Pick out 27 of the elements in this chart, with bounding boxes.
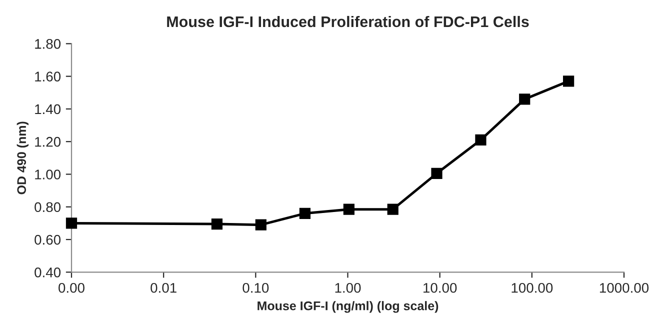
- y-tick-label: 1.40: [35, 104, 61, 114]
- point: [255, 219, 266, 230]
- point: [343, 204, 354, 215]
- y-tick-label: 1.60: [35, 72, 61, 82]
- point: [475, 134, 486, 146]
- y-tick-label: 0.60: [34, 234, 61, 245]
- y-tick-label: 1.00: [35, 170, 61, 180]
- point: [387, 204, 398, 215]
- x-tick-label: 1000.00: [600, 282, 649, 293]
- chart-title: Mouse IGF-I Induced Proliferation of FDC-P1 Cells: [167, 16, 529, 28]
- x-tick-label: 100.00: [512, 282, 553, 293]
- point: [563, 76, 574, 87]
- point: [431, 168, 442, 179]
- x-tick-label: 0.01: [150, 282, 176, 293]
- y-tick-label: 1.80: [35, 39, 61, 49]
- y-tick-label: 1.20: [35, 136, 61, 147]
- x-tick-label: 1.00: [335, 282, 361, 293]
- point: [211, 218, 223, 230]
- y-tick-label: 0.40: [34, 267, 61, 278]
- point: [299, 208, 311, 219]
- point: [519, 94, 530, 105]
- x-tick-label: 10.00: [424, 282, 457, 293]
- y-axis-title: OD 490 (nm): [16, 122, 28, 194]
- x-tick-label: 0.10: [242, 282, 269, 293]
- x-axis-title: Mouse IGF-I (ng/ml) (log scale): [258, 301, 438, 313]
- y-tick-label: 0.80: [34, 202, 61, 212]
- x-tick-label: 0.00: [58, 282, 84, 293]
